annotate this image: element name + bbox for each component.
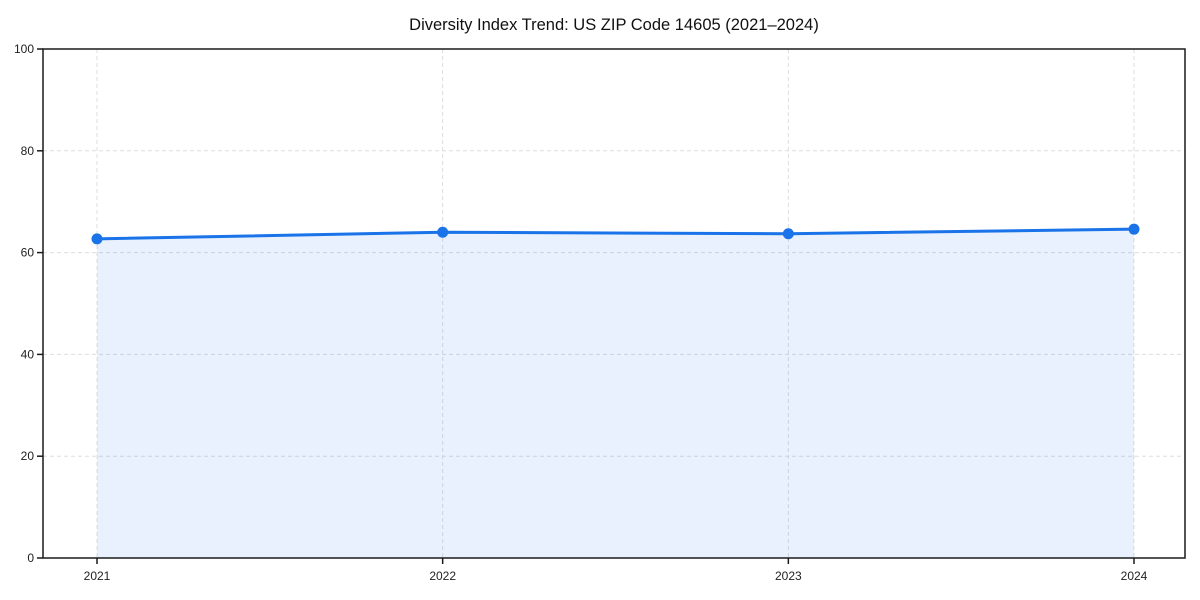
x-tick-label: 2022 [429,569,456,583]
y-tick-label: 80 [21,144,35,158]
data-point-marker [91,233,103,245]
tick-labels: 0 20 40 60 80 100 2021 2022 2023 2024 [14,42,1148,583]
y-tick-label: 40 [21,347,35,361]
series-area-fill [97,229,1134,558]
series-line [95,227,1136,241]
x-tick-label: 2024 [1121,569,1148,583]
data-point-marker [1128,223,1140,235]
y-tick-label: 60 [21,246,35,260]
axes-spines-ticks [37,48,1186,564]
area-fill [97,229,1134,558]
data-point-marker [782,228,794,240]
trend-line [95,227,1136,241]
y-tick-label: 0 [27,551,34,565]
x-tick-label: 2023 [775,569,802,583]
y-tick-label: 20 [21,449,35,463]
chart-title: Diversity Index Trend: US ZIP Code 14605… [409,16,819,34]
data-point-marker [437,226,449,238]
x-tick-label: 2021 [84,569,111,583]
gridlines [43,49,1185,558]
plot-box-spines [42,48,1186,559]
data-point-markers [91,223,1140,245]
y-tick-label: 100 [14,42,34,56]
